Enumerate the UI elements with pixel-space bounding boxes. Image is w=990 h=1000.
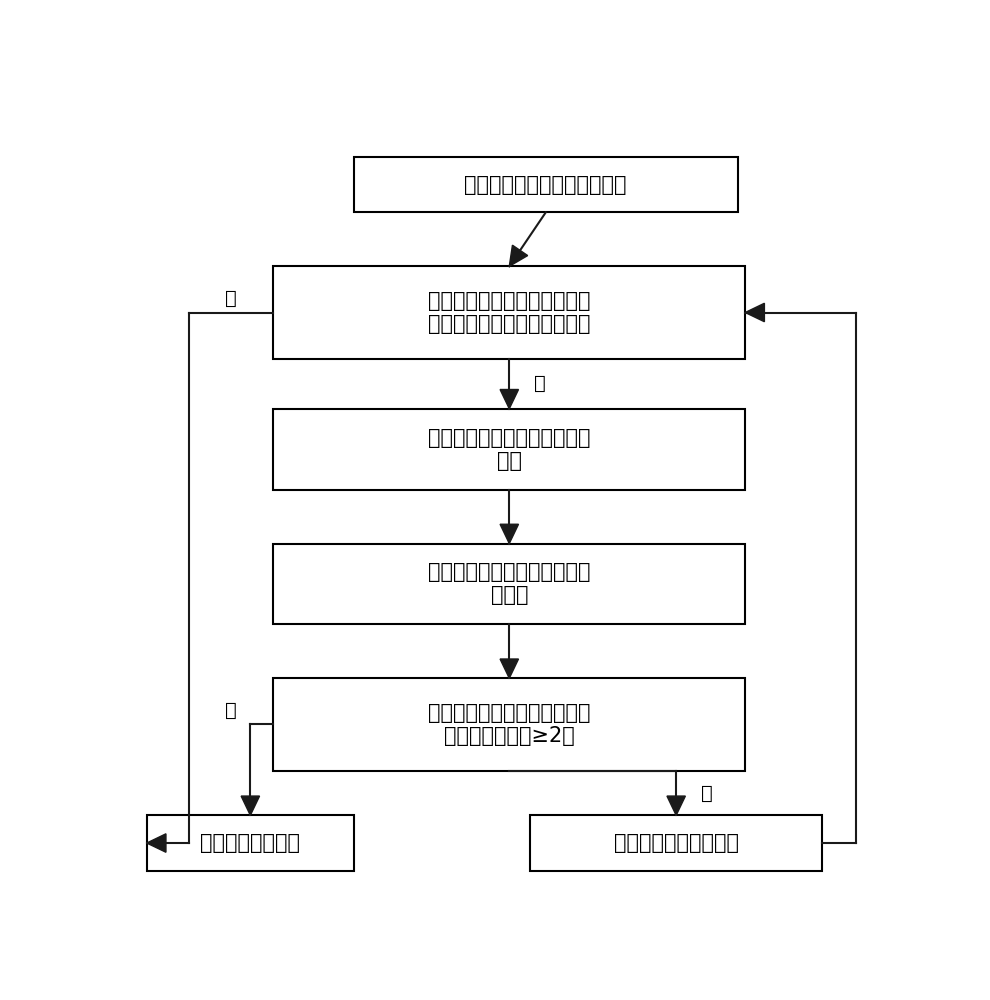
Bar xyxy=(531,815,822,871)
Polygon shape xyxy=(242,796,259,815)
Polygon shape xyxy=(667,796,685,815)
Text: 是: 是 xyxy=(226,701,237,720)
Text: 否: 否 xyxy=(226,289,237,308)
Bar xyxy=(273,266,745,359)
Text: 的间隔时长小于设定间隔时长: 的间隔时长小于设定间隔时长 xyxy=(428,314,591,334)
Bar xyxy=(273,409,745,490)
Polygon shape xyxy=(745,303,764,322)
Polygon shape xyxy=(500,524,519,544)
Text: 获取驾驶模式和车辆运行参数: 获取驾驶模式和车辆运行参数 xyxy=(464,175,627,195)
Text: 不变: 不变 xyxy=(497,451,522,471)
Polygon shape xyxy=(500,659,519,678)
Bar xyxy=(353,157,738,212)
Text: 与当前档位之差≥2时: 与当前档位之差≥2时 xyxy=(444,726,574,746)
Text: 标档位: 标档位 xyxy=(490,585,528,605)
Text: 存在换档需求、且上一次换档: 存在换档需求、且上一次换档 xyxy=(428,291,591,311)
Text: 是: 是 xyxy=(535,374,545,393)
Bar xyxy=(273,544,745,624)
Bar xyxy=(273,678,745,771)
Polygon shape xyxy=(509,245,528,266)
Text: 否: 否 xyxy=(701,783,713,802)
Bar xyxy=(147,815,354,871)
Text: 进入换档抑制模式，保持档位: 进入换档抑制模式，保持档位 xyxy=(428,428,591,448)
Text: 当第一设定时长后的目标档位: 当第一设定时长后的目标档位 xyxy=(428,703,591,723)
Text: 实时获取第一设定时长后的目: 实时获取第一设定时长后的目 xyxy=(428,562,591,582)
Text: 退出换档抑制模式: 退出换档抑制模式 xyxy=(200,833,300,853)
Text: 每间隔第三设定时长后: 每间隔第三设定时长后 xyxy=(614,833,739,853)
Polygon shape xyxy=(500,389,519,409)
Polygon shape xyxy=(147,834,166,852)
